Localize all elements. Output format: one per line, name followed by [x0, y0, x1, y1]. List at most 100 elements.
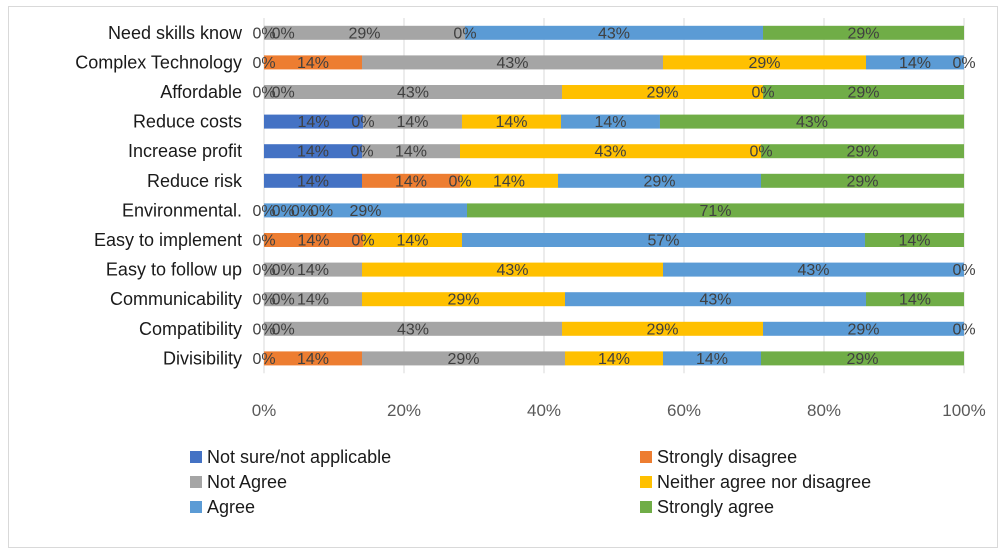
- x-tick-labels: 0% 20% 40% 60% 80% 100%: [252, 401, 986, 420]
- data-label-divisibility-not-sure-not-applicable: 0%: [252, 351, 275, 368]
- bar-easy-to-implement-agree: [461, 233, 866, 247]
- bar-divisibility-agree: [663, 351, 761, 366]
- data-label-easy-to-follow-up-strongly-disagree: 0%: [272, 262, 295, 279]
- data-label-divisibility-strongly-agree: 29%: [846, 351, 878, 368]
- bar-divisibility-strongly-agree: [761, 351, 964, 366]
- data-label-need-skills-know-neither-agree-nor-disagree: 0%: [453, 25, 476, 42]
- data-label-affordable-neither-agree-nor-disagree: 29%: [646, 85, 678, 102]
- bar-reduce-costs-neither-agree-nor-disagree: [461, 114, 561, 129]
- bar-easy-to-implement-neither-agree-nor-disagree: [362, 233, 462, 247]
- category-label: Divisibility: [163, 348, 242, 368]
- category-label: Communicability: [110, 289, 242, 309]
- bar-compatibility-not-agree: [264, 321, 563, 336]
- legend-item-agree: Agree: [190, 497, 255, 517]
- data-label-affordable-not-sure-not-applicable: 0%: [252, 85, 275, 102]
- bar-increase-profit-neither-agree-nor-disagree: [460, 144, 761, 159]
- data-label-reduce-costs-agree: 14%: [594, 114, 626, 131]
- bar-divisibility-strongly-disagree: [264, 351, 362, 366]
- bar-reduce-risk-neither-agree-nor-disagree: [460, 173, 558, 188]
- bar-affordable-neither-agree-nor-disagree: [562, 85, 764, 99]
- legend-label: Agree: [207, 497, 255, 517]
- data-label-reduce-risk-not-sure-not-applicable: 14%: [297, 173, 329, 190]
- legend-label: Neither agree nor disagree: [657, 472, 871, 492]
- x-tick-label: 100%: [942, 401, 985, 420]
- data-label-environmental-strongly-agree: 71%: [699, 203, 731, 220]
- legend-label: Not Agree: [207, 472, 287, 492]
- bar-communicability-neither-agree-nor-disagree: [362, 292, 565, 307]
- data-label-complex-technology-neither-agree-nor-disagree: 29%: [748, 55, 780, 72]
- bar-divisibility-neither-agree-nor-disagree: [565, 351, 663, 366]
- data-label-compatibility-neither-agree-nor-disagree: 29%: [646, 321, 678, 338]
- data-label-divisibility-not-agree: 29%: [447, 351, 479, 368]
- data-label-easy-to-follow-up-neither-agree-nor-disagree: 43%: [496, 262, 528, 279]
- data-label-reduce-risk-neither-agree-nor-disagree: 14%: [493, 173, 525, 190]
- data-label-compatibility-strongly-disagree: 0%: [272, 321, 295, 338]
- legend-swatch: [640, 476, 652, 488]
- category-label: Easy to implement: [94, 230, 242, 250]
- bar-reduce-risk-agree: [558, 173, 761, 188]
- data-label-need-skills-know-agree: 43%: [598, 25, 630, 42]
- bar-complex-technology-not-agree: [362, 55, 663, 70]
- data-label-compatibility-agree: 29%: [847, 321, 879, 338]
- category-label: Compatibility: [139, 319, 242, 339]
- bar-increase-profit-strongly-agree: [761, 144, 964, 159]
- data-label-easy-to-implement-neither-agree-nor-disagree: 14%: [396, 233, 428, 250]
- data-label-reduce-risk-strongly-disagree: 14%: [395, 173, 427, 190]
- data-label-easy-to-follow-up-agree: 43%: [797, 262, 829, 279]
- legend-item-not-sure-not-applicable: Not sure/not applicable: [190, 447, 391, 467]
- data-label-divisibility-strongly-disagree: 14%: [297, 351, 329, 368]
- legend-swatch: [190, 476, 202, 488]
- data-label-easy-to-implement-agree: 57%: [647, 233, 679, 250]
- gridlines: [263, 18, 965, 374]
- bar-complex-technology-agree: [866, 55, 964, 70]
- category-label: Need skills know: [108, 23, 243, 43]
- bar-complex-technology-neither-agree-nor-disagree: [663, 55, 866, 70]
- data-label-affordable-strongly-agree: 29%: [847, 85, 879, 102]
- data-label-increase-profit-agree: 0%: [749, 144, 772, 161]
- bar-easy-to-follow-up-agree: [663, 262, 964, 277]
- x-tick-label: 60%: [667, 401, 701, 420]
- data-label-compatibility-not-agree: 43%: [397, 321, 429, 338]
- data-label-reduce-risk-agree: 29%: [643, 173, 675, 190]
- data-label-communicability-neither-agree-nor-disagree: 29%: [447, 292, 479, 309]
- bar-reduce-risk-strongly-agree: [761, 173, 964, 188]
- data-label-reduce-costs-not-agree: 14%: [396, 114, 428, 131]
- data-label-environmental-neither-agree-nor-disagree: 0%: [310, 203, 333, 220]
- bar-reduce-costs-not-sure-not-applicable: [264, 114, 363, 129]
- legend-swatch: [640, 451, 652, 463]
- legend-swatch: [190, 451, 202, 463]
- bar-reduce-risk-strongly-disagree: [362, 173, 460, 188]
- data-label-environmental-strongly-disagree: 0%: [272, 203, 295, 220]
- data-label-need-skills-know-strongly-agree: 29%: [847, 25, 879, 42]
- data-label-need-skills-know-not-agree: 29%: [348, 25, 380, 42]
- bar-complex-technology-strongly-disagree: [264, 55, 362, 70]
- data-label-complex-technology-not-sure-not-applicable: 0%: [252, 55, 275, 72]
- data-label-complex-technology-strongly-agree: 0%: [952, 55, 975, 72]
- data-label-complex-technology-strongly-disagree: 14%: [297, 55, 329, 72]
- data-label-environmental-not-sure-not-applicable: 0%: [252, 203, 275, 220]
- bar-easy-to-follow-up-not-agree: [264, 262, 362, 277]
- data-label-communicability-strongly-agree: 14%: [899, 292, 931, 309]
- bar-reduce-costs-agree: [560, 114, 660, 129]
- x-tick-label: 80%: [807, 401, 841, 420]
- category-labels: Need skills know Complex Technology Afford…: [75, 23, 243, 369]
- bar-divisibility-not-agree: [362, 351, 565, 366]
- data-label-easy-to-follow-up-not-agree: 14%: [297, 262, 329, 279]
- bar-environmental-strongly-agree: [467, 203, 964, 218]
- data-label-communicability-not-agree: 14%: [297, 292, 329, 309]
- data-label-increase-profit-not-sure-not-applicable: 14%: [297, 144, 329, 161]
- data-label-environmental-not-agree: 0%: [291, 203, 314, 220]
- data-label-communicability-agree: 43%: [699, 292, 731, 309]
- data-label-compatibility-not-sure-not-applicable: 0%: [252, 321, 275, 338]
- data-labels: 0%0% 29% 0% 43% 29%0% 14% 43% 29% 14% 0%0%0% 43% 29…: [252, 25, 975, 368]
- bar-need-skills-know-agree: [464, 25, 764, 40]
- data-label-need-skills-know-strongly-disagree: 0%: [272, 25, 295, 42]
- bar-easy-to-implement-strongly-disagree: [264, 233, 363, 247]
- legend-swatch: [190, 501, 202, 513]
- data-label-communicability-not-sure-not-applicable: 0%: [252, 292, 275, 309]
- legend-label: Strongly disagree: [657, 447, 797, 467]
- bar-compatibility-agree: [763, 321, 964, 336]
- data-label-complex-technology-not-agree: 43%: [496, 55, 528, 72]
- legend-swatch: [640, 501, 652, 513]
- bar-communicability-not-agree: [264, 292, 362, 307]
